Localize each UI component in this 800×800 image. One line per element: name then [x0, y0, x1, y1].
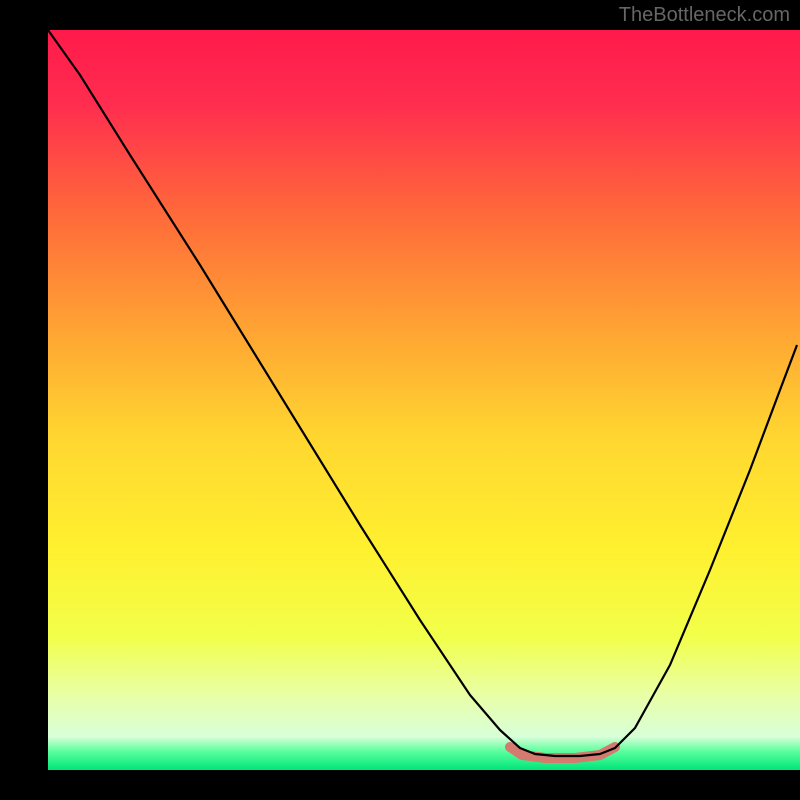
- chart-container: TheBottleneck.com: [0, 0, 800, 800]
- bottleneck-chart: [0, 0, 800, 800]
- watermark-text: TheBottleneck.com: [619, 4, 790, 27]
- chart-gradient-background: [48, 30, 800, 770]
